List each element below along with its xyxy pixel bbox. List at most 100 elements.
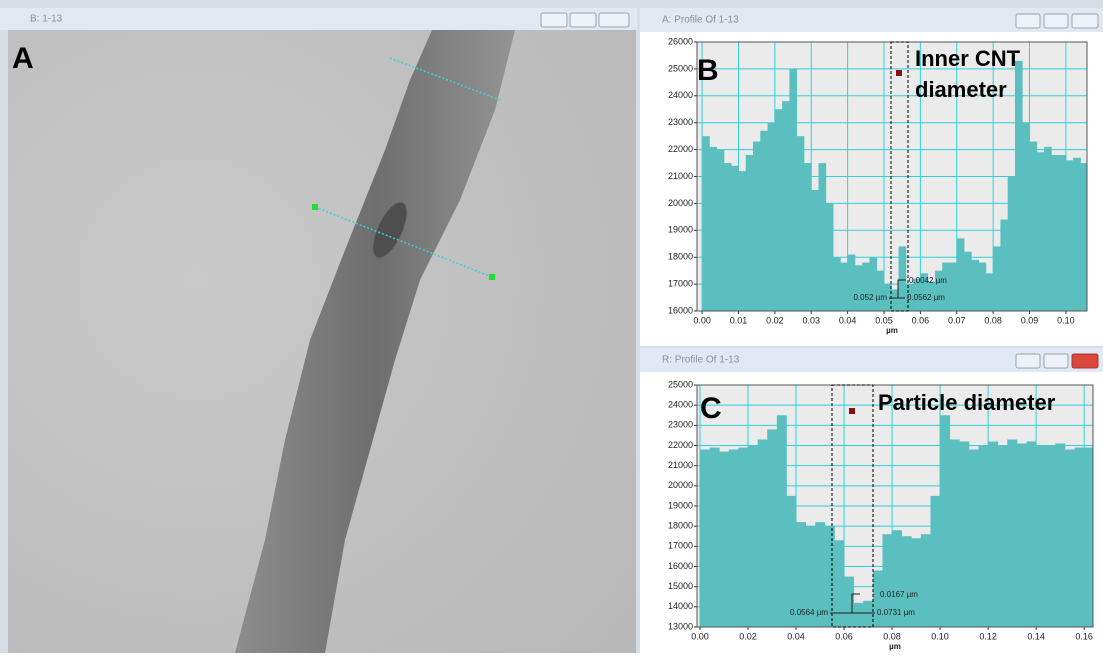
profile-bar [738,447,749,627]
panel-label: C [700,392,722,425]
profile-bar [1016,443,1027,627]
nanotube [235,30,515,653]
profile-bar [862,262,870,311]
window-title: A: Profile Of 1-13 [662,15,739,26]
handle[interactable] [489,274,495,280]
profile-bar [1007,439,1018,627]
y-tick-label: 23000 [668,420,693,430]
profile-bar [844,576,855,627]
x-tick-label: 0.07 [948,315,966,325]
x-tick-label: 0.06 [835,631,853,641]
panel-title: Inner CNT [915,46,1021,71]
profile-bar [964,251,972,311]
profile-bar [774,109,783,311]
profile-bar [757,439,768,627]
profile-bar [824,526,835,627]
x-tick-label: 0.01 [730,315,748,325]
profile-bar [1080,163,1087,311]
panel-label: B [697,54,719,87]
profile-bar [942,262,950,311]
x-tick-label: 0.12 [979,631,997,641]
profile-bar [971,259,979,311]
y-tick-label: 19000 [668,225,693,235]
profile-bar [959,441,970,627]
x-tick-label: 0.00 [693,315,711,325]
profile-bar [760,130,768,311]
y-tick-label: 18000 [668,252,693,262]
profile-bar [700,449,711,627]
measure-label: 0.0562 µm [907,293,945,302]
x-tick-label: 0.05 [875,315,893,325]
profile-bar [1073,157,1081,311]
profile-bar [796,136,805,311]
profile-bar [1007,176,1016,311]
profile-bar [854,265,863,311]
measure-bracket [897,279,906,298]
y-tick-label: 22000 [668,440,693,450]
measure-bracket [851,593,860,613]
y-tick-label: 21000 [668,171,693,181]
profile-bar [833,257,841,311]
profile-bar [892,530,903,627]
profile-bar [930,495,941,627]
profile-bar [1036,152,1045,311]
y-tick-label: 19000 [668,500,693,510]
panel-label: A [12,42,34,75]
profile-bar [863,600,874,627]
profile-bar [853,602,864,627]
profile-bar [883,284,892,311]
profile-bar [709,447,720,627]
x-tick-label: 0.00 [691,631,709,641]
profile-bar [1045,445,1056,627]
profile-bar [913,278,921,311]
profile-bar [728,449,739,627]
profile-bar [949,262,958,311]
profile-bar [898,246,907,311]
profile-bar [1026,441,1037,627]
x-tick-label: 0.09 [1021,315,1039,325]
x-tick-label: 0.04 [839,315,857,325]
profile-bar [869,257,878,311]
x-axis-label: µm [886,326,898,335]
y-tick-label: 13000 [668,621,693,631]
window-buttons[interactable] [1015,13,1099,369]
marker [896,70,902,76]
window-buttons[interactable] [540,12,630,28]
profile-bar [978,262,987,311]
profile-bar [767,429,778,627]
profile-bar [891,289,899,311]
measure-label: 0.0042 µm [909,276,947,285]
profile-bar [796,522,807,627]
profile-bar [776,415,787,627]
profile-bar [901,536,912,627]
x-tick-label: 0.10 [931,631,949,641]
profile-bar [956,238,965,311]
handle[interactable] [312,204,318,210]
profile-bar [805,526,816,627]
profile-bar [997,445,1008,627]
profile-bar [968,449,979,627]
profile-bar [920,273,929,311]
profile-bar [1058,154,1067,311]
measure-label: 0.0731 µm [877,608,915,617]
y-tick-label: 20000 [668,480,693,490]
y-tick-label: 15000 [668,581,693,591]
profile-bar [834,540,845,627]
y-tick-label: 26000 [668,36,693,46]
measure-label: 0.0564 µm [790,608,828,617]
window-title: R: Profile Of 1-13 [662,355,740,366]
profile-bar [723,163,732,311]
profile-bar [825,203,834,311]
profile-bar [985,273,994,311]
y-tick-label: 16000 [668,305,693,315]
profile-bar [1064,449,1075,627]
profile-bar [803,163,812,311]
y-tick-label: 20000 [668,198,693,208]
profile-bar [993,246,1001,311]
profile-bar [1055,443,1066,627]
profile-bar [882,534,893,627]
profile-bar [1014,60,1023,311]
x-tick-label: 0.08 [984,315,1002,325]
measure-label: 0.052 µm [853,293,887,302]
